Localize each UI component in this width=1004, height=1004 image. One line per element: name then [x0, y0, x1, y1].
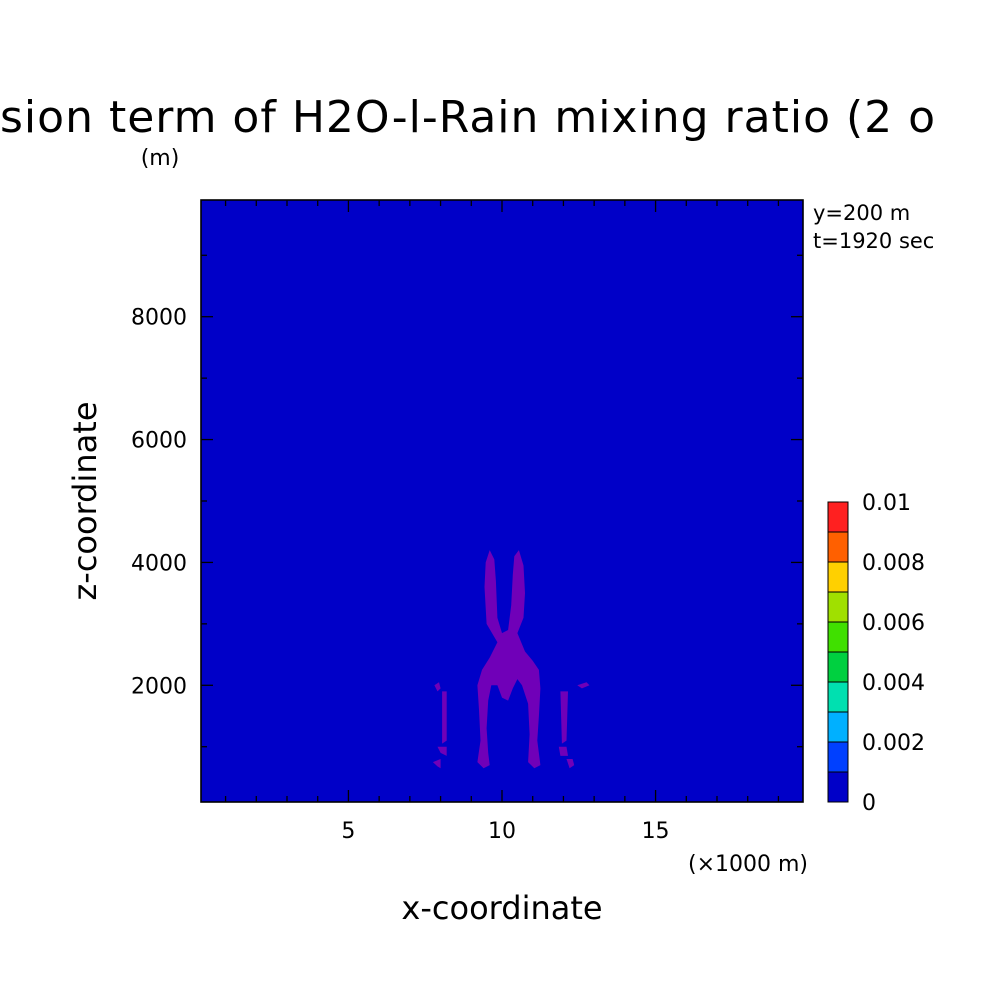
annotation-y: y=200 m: [813, 201, 910, 225]
y-tick-labels: 2000 4000 6000 8000: [131, 306, 187, 700]
colorbar-label: 0.008: [862, 551, 925, 576]
chart-title: sion term of H2O-l-Rain mixing ratio (2 …: [0, 92, 936, 143]
contour-region-2: [442, 691, 447, 744]
plot-area: [201, 200, 803, 802]
colorbar-segment: [827, 561, 849, 593]
annotation-t: t=1920 sec: [813, 229, 934, 253]
colorbar-segment: [827, 741, 849, 773]
colorbar-segment: [827, 771, 849, 803]
colorbar-label: 0.01: [862, 491, 911, 516]
x-tick-label: 15: [642, 819, 670, 844]
colorbar-segment: [827, 591, 849, 623]
colorbar-segment: [827, 621, 849, 653]
contour-region-0: [477, 550, 541, 769]
x-axis-label: x-coordinate: [401, 889, 602, 927]
x-unit-label: (×1000 m): [688, 852, 808, 877]
colorbar-label: 0.006: [862, 611, 925, 636]
colorbar-labels: 0 0.002 0.004 0.006 0.008 0.01: [862, 491, 925, 816]
y-tick-label: 6000: [131, 429, 187, 454]
axis-ticks: [201, 200, 803, 802]
y-tick-label: 2000: [131, 674, 187, 699]
colorbar-label: 0.004: [862, 671, 925, 696]
contour-region-9: [566, 759, 575, 769]
colorbar: [827, 501, 849, 803]
colorbar-label: 0: [862, 791, 876, 816]
colorbar-label: 0.002: [862, 731, 925, 756]
y-tick-label: 4000: [131, 551, 187, 576]
contour-region-3: [437, 746, 447, 756]
contour-region-5: [505, 679, 510, 689]
contour-region-1: [434, 682, 441, 692]
field-background: [201, 200, 803, 802]
colorbar-segment: [827, 651, 849, 683]
x-tick-labels: 5 10 15: [341, 819, 669, 844]
colorbar-segment: [827, 531, 849, 563]
contour-region-7: [558, 746, 568, 756]
contour-region-6: [560, 691, 568, 744]
y-unit-label: (m): [141, 146, 180, 171]
y-axis-label: z-coordinate: [66, 401, 104, 600]
colorbar-segment: [827, 681, 849, 713]
colorbar-segment: [827, 711, 849, 743]
colorbar-segment: [827, 501, 849, 533]
y-tick-label: 8000: [131, 306, 187, 331]
contour-region-4: [432, 759, 441, 769]
x-tick-label: 5: [341, 819, 355, 844]
x-tick-label: 10: [488, 819, 516, 844]
contour-region-8: [577, 682, 590, 689]
